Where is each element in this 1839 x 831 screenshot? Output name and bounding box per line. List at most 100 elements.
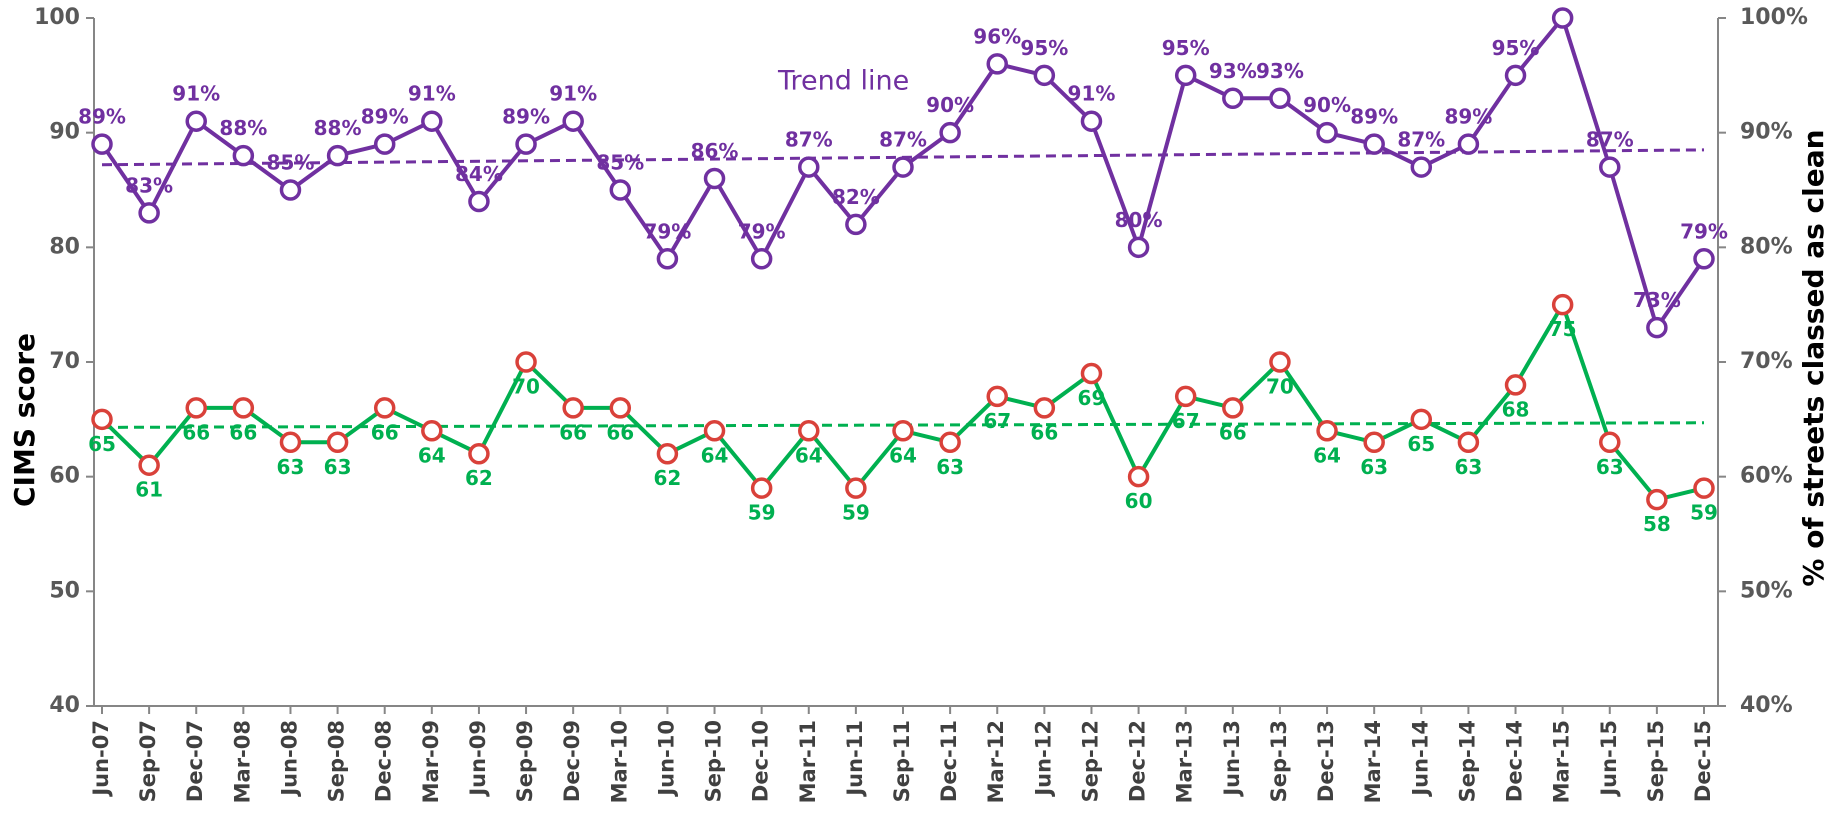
data-label: 88%: [314, 116, 362, 140]
point: [373, 133, 396, 155]
x-tick-label: Mar-10: [607, 720, 631, 803]
data-label: 64: [701, 443, 729, 467]
point: [421, 110, 443, 132]
data-label: 87%: [1397, 128, 1445, 152]
data-label: 68: [1502, 397, 1530, 421]
x-tick-label: Dec-11: [937, 720, 961, 802]
data-label: 82%: [832, 185, 880, 209]
x-tick-label: Dec-15: [1691, 720, 1715, 802]
x-tick-label: Jun-14: [1408, 720, 1432, 798]
x-tick-label: Jun-07: [89, 720, 113, 798]
x-tick-label: Mar-11: [796, 720, 820, 803]
point: [232, 397, 255, 419]
data-label: 67: [983, 409, 1011, 433]
point: [1127, 236, 1150, 259]
data-label: 66: [559, 420, 587, 444]
point: [1080, 110, 1103, 132]
data-label: 75: [1549, 317, 1577, 341]
point: [562, 397, 584, 419]
point: [562, 110, 584, 132]
data-label: 80%: [1115, 208, 1163, 232]
data-label: 93%: [1209, 59, 1257, 83]
point: [1599, 431, 1621, 454]
point: [1457, 133, 1480, 155]
point: [1222, 87, 1244, 110]
point: [279, 431, 302, 454]
point: [1410, 408, 1433, 431]
data-label: 63: [936, 455, 964, 479]
data-label: 88%: [219, 116, 267, 140]
point: [1033, 397, 1056, 419]
data-label: 59: [1690, 501, 1718, 525]
data-label: 89%: [78, 105, 126, 129]
point: [468, 442, 490, 465]
y-tick-label: 100: [34, 5, 80, 30]
point: [1504, 64, 1527, 87]
data-label: 95%: [1162, 36, 1210, 60]
point: [91, 133, 113, 155]
point: [1457, 431, 1480, 454]
point: [609, 397, 632, 419]
y-tick-label: 50: [49, 578, 80, 603]
point: [1551, 7, 1574, 29]
x-tick-label: Dec-09: [560, 720, 584, 802]
data-label: 85%: [267, 151, 315, 175]
x-tick-label: Sep-12: [1078, 720, 1102, 802]
data-label: 65: [1407, 432, 1435, 456]
point: [1693, 477, 1715, 499]
data-label: 79%: [738, 219, 786, 243]
x-tick-label: Sep-15: [1644, 720, 1668, 802]
data-label: 64: [795, 443, 823, 467]
y2-tick-label: 70%: [1740, 349, 1793, 374]
point: [185, 397, 207, 419]
point: [1599, 156, 1621, 178]
data-label: 90%: [926, 93, 974, 117]
x-tick-label: Sep-09: [513, 720, 537, 802]
data-label: 66: [371, 420, 399, 444]
point: [1646, 488, 1668, 511]
data-label: 89%: [502, 105, 550, 129]
data-label: 63: [1360, 455, 1388, 479]
data-label: 61: [135, 478, 163, 502]
data-label: 87%: [1586, 128, 1634, 152]
point: [515, 133, 537, 155]
y-tick-label: 90: [49, 120, 80, 145]
point: [1693, 248, 1715, 270]
point: [798, 156, 820, 178]
point: [421, 420, 443, 442]
x-tick-label: Sep-13: [1267, 720, 1291, 802]
y-tick-label: 70: [49, 349, 80, 374]
data-label: 62: [653, 466, 681, 490]
data-label: 83%: [125, 173, 173, 197]
point: [656, 248, 679, 270]
y2-tick-label: 80%: [1740, 234, 1793, 259]
point: [138, 202, 160, 224]
point: [703, 420, 726, 442]
data-label: 60: [1125, 489, 1153, 513]
point: [798, 420, 820, 442]
data-label: 66: [229, 420, 257, 444]
point: [1316, 420, 1338, 442]
x-tick-label: Sep-08: [325, 720, 349, 802]
data-label: 79%: [643, 219, 691, 243]
y-axis-title: CIMS score: [8, 333, 41, 507]
data-label: 66: [1219, 420, 1247, 444]
point: [326, 144, 349, 167]
data-label: 89%: [1444, 105, 1492, 129]
data-label: 91%: [172, 82, 220, 106]
x-tick-label: Jun-08: [277, 720, 301, 798]
y2-tick-label: 60%: [1740, 464, 1793, 489]
x-tick-label: Dec-07: [183, 720, 207, 802]
data-label: 69: [1078, 386, 1106, 410]
point: [373, 397, 396, 419]
data-label: 64: [418, 443, 446, 467]
point: [138, 454, 160, 476]
point: [1363, 431, 1385, 454]
x-tick-label: Mar-12: [984, 720, 1008, 803]
x-tick-label: Jun-15: [1597, 720, 1621, 798]
x-tick-label: Sep-14: [1455, 720, 1479, 802]
point: [1269, 351, 1291, 373]
data-label: 96%: [973, 24, 1021, 48]
point: [939, 431, 961, 454]
data-label: 62: [465, 466, 493, 490]
